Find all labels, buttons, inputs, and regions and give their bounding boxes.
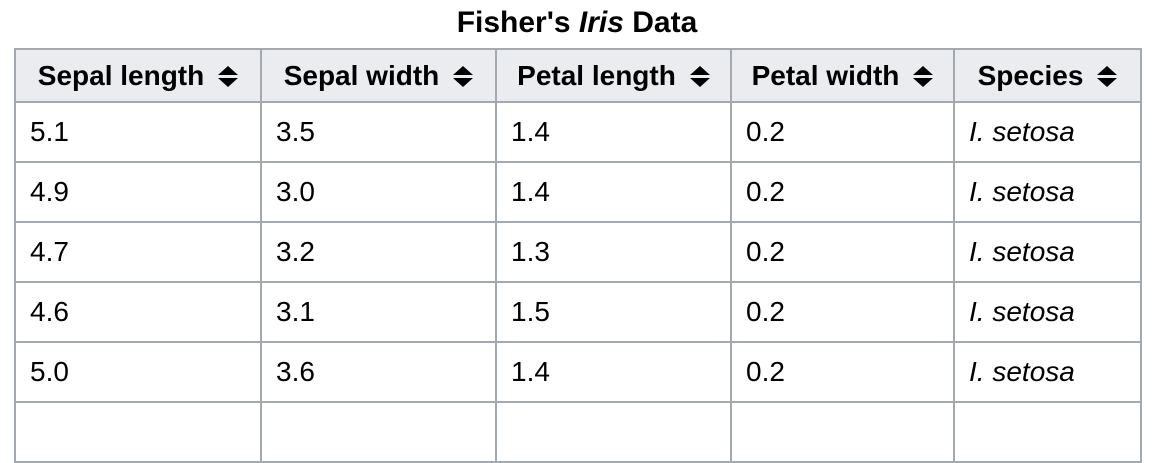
cell-petal-length (495, 401, 732, 463)
header-row: Sepal length Sepal width Petal length Pe… (14, 48, 1142, 103)
column-header-petal-width[interactable]: Petal width (730, 48, 955, 103)
cell-sepal-length: 4.7 (14, 221, 262, 283)
cell-petal-length: 1.4 (495, 161, 732, 223)
cell-sepal-length: 5.1 (14, 101, 262, 163)
sort-down-arrow-icon (1097, 77, 1118, 87)
column-header-label: Sepal length (37, 60, 205, 92)
cell-sepal-length: 4.6 (14, 281, 262, 343)
column-header-label: Species (977, 60, 1084, 92)
sort-down-arrow-icon (913, 77, 934, 87)
table-row: 4.6 3.1 1.5 0.2 I. setosa (14, 281, 1142, 343)
table-row-partial (14, 401, 1142, 463)
cell-species: I. setosa (953, 281, 1142, 343)
sort-icon[interactable] (689, 65, 710, 87)
cell-sepal-width: 3.0 (260, 161, 497, 223)
sort-down-arrow-icon (453, 77, 474, 87)
column-header-petal-length[interactable]: Petal length (495, 48, 732, 103)
sort-up-arrow-icon (218, 65, 239, 75)
iris-data-table: Sepal length Sepal width Petal length Pe… (14, 48, 1142, 463)
column-header-label: Petal length (517, 60, 676, 92)
cell-petal-width (730, 401, 955, 463)
cell-species (953, 401, 1142, 463)
cell-petal-length: 1.5 (495, 281, 732, 343)
cell-sepal-width: 3.5 (260, 101, 497, 163)
sort-up-arrow-icon (913, 65, 934, 75)
cell-petal-width: 0.2 (730, 161, 955, 223)
cell-sepal-width (260, 401, 497, 463)
table-row: 4.7 3.2 1.3 0.2 I. setosa (14, 221, 1142, 283)
cell-species: I. setosa (953, 221, 1142, 283)
cell-petal-length: 1.3 (495, 221, 732, 283)
sort-icon[interactable] (218, 65, 239, 87)
cell-sepal-width: 3.1 (260, 281, 497, 343)
column-header-sepal-width[interactable]: Sepal width (260, 48, 497, 103)
sort-up-arrow-icon (689, 65, 710, 75)
cell-sepal-length (14, 401, 262, 463)
cell-species: I. setosa (953, 161, 1142, 223)
sort-icon[interactable] (453, 65, 474, 87)
sort-icon[interactable] (1097, 65, 1118, 87)
cell-sepal-width: 3.2 (260, 221, 497, 283)
cell-species: I. setosa (953, 101, 1142, 163)
column-header-species[interactable]: Species (953, 48, 1142, 103)
cell-petal-width: 0.2 (730, 221, 955, 283)
title-suffix: Data (623, 6, 698, 39)
sort-up-arrow-icon (1097, 65, 1118, 75)
table-row: 4.9 3.0 1.4 0.2 I. setosa (14, 161, 1142, 223)
cell-petal-width: 0.2 (730, 101, 955, 163)
column-header-label: Petal width (751, 60, 900, 92)
sort-icon[interactable] (913, 65, 934, 87)
cell-sepal-width: 3.6 (260, 341, 497, 403)
cell-petal-length: 1.4 (495, 341, 732, 403)
sort-up-arrow-icon (453, 65, 474, 75)
title-prefix: Fisher's (456, 6, 579, 39)
page-title: Fisher's Iris Data (0, 0, 1154, 43)
cell-sepal-length: 4.9 (14, 161, 262, 223)
sort-down-arrow-icon (218, 77, 239, 87)
cell-sepal-length: 5.0 (14, 341, 262, 403)
column-header-sepal-length[interactable]: Sepal length (14, 48, 262, 103)
sort-down-arrow-icon (689, 77, 710, 87)
cell-petal-width: 0.2 (730, 281, 955, 343)
cell-species: I. setosa (953, 341, 1142, 403)
title-italic-word: Iris (578, 6, 624, 39)
cell-petal-length: 1.4 (495, 101, 732, 163)
cell-petal-width: 0.2 (730, 341, 955, 403)
column-header-label: Sepal width (283, 60, 440, 92)
table-row: 5.0 3.6 1.4 0.2 I. setosa (14, 341, 1142, 403)
table-row: 5.1 3.5 1.4 0.2 I. setosa (14, 101, 1142, 163)
